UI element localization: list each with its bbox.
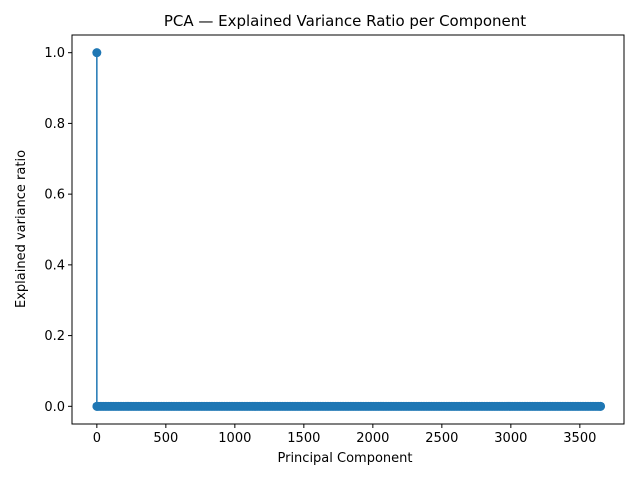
axes-frame (71, 34, 625, 425)
x-axis: 0 500 1000 1500 2000 2500 3000 3500 (93, 424, 596, 446)
data-point-1 (92, 401, 102, 411)
y-tick-label: 0.2 (44, 329, 65, 344)
x-tick-label: 3500 (563, 431, 596, 446)
x-tick-label: 1000 (218, 431, 251, 446)
y-tick-label: 0.4 (44, 258, 65, 273)
x-axis-label: Principal Component (277, 451, 412, 466)
x-tick-label: 500 (153, 431, 178, 446)
y-axis-label: Explained variance ratio (14, 150, 29, 308)
x-tick-label: 2000 (356, 431, 389, 446)
x-tick-label: 0 (93, 431, 101, 446)
y-tick-label: 0.0 (44, 400, 65, 415)
y-tick-label: 0.6 (44, 188, 65, 203)
plot-area (92, 48, 606, 411)
data-point-0 (92, 48, 102, 58)
data-point-2 (596, 401, 606, 411)
chart-title: PCA — Explained Variance Ratio per Compo… (164, 12, 526, 30)
y-tick-label: 1.0 (44, 46, 65, 61)
y-axis: 0.0 0.2 0.4 0.6 0.8 1.0 (44, 46, 72, 415)
y-tick-label: 0.8 (44, 117, 65, 132)
x-tick-label: 3000 (494, 431, 527, 446)
x-tick-label: 1500 (287, 431, 320, 446)
x-tick-label: 2500 (425, 431, 458, 446)
